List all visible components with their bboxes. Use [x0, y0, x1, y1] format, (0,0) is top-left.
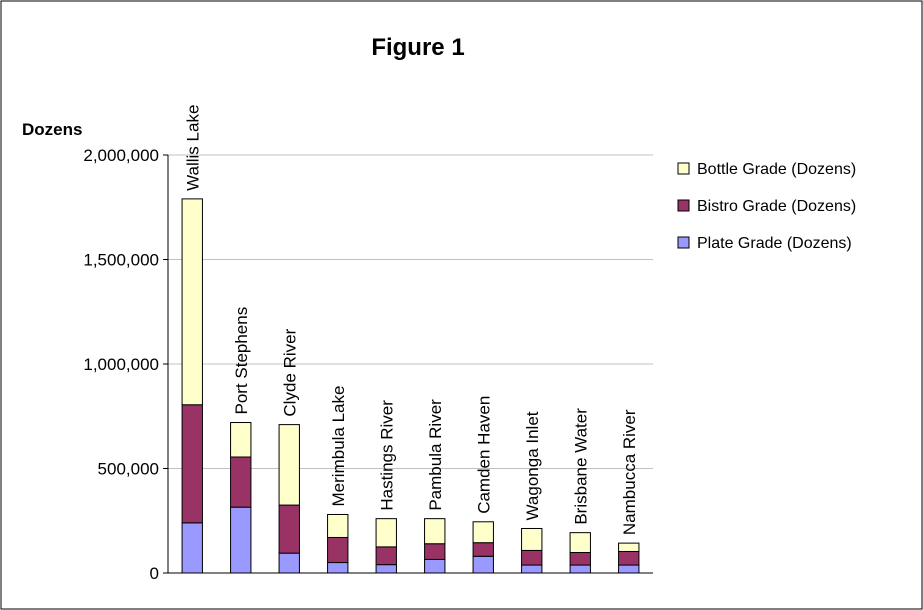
legend-swatch — [677, 162, 690, 175]
category-label: Nambucca River — [620, 409, 639, 535]
legend-label: Plate Grade (Dozens) — [697, 235, 852, 252]
bar-segment — [278, 552, 300, 574]
bar-segment — [521, 527, 543, 551]
bar-segment — [181, 522, 203, 574]
bar-segment — [569, 552, 591, 566]
bar-segment — [521, 549, 543, 566]
bar-segment — [375, 518, 397, 548]
bar-segment — [472, 555, 494, 574]
legend: Bottle Grade (Dozens) Bistro Grade (Dozen… — [677, 161, 856, 252]
bar-segment — [618, 550, 640, 566]
bar-segment — [569, 532, 591, 554]
bars: Wallis Lake Port Stephens Clyde River Merim… — [181, 105, 640, 574]
bar-segment — [230, 506, 252, 574]
legend-swatch — [677, 199, 690, 212]
category-label: Wagonga Inlet — [523, 411, 542, 520]
bar-segment — [181, 198, 203, 406]
bar-segment — [375, 564, 397, 574]
bar-segment — [569, 564, 591, 574]
legend-label: Bottle Grade (Dozens) — [697, 161, 856, 178]
category-label: Port Stephens — [232, 307, 251, 415]
bar-segment — [327, 562, 349, 574]
category-label: Merimbula Lake — [329, 386, 348, 507]
category-label: Camden Haven — [474, 396, 493, 514]
y-tick-label: 2,000,000 — [83, 146, 159, 165]
bar-segment — [424, 518, 446, 545]
bar-segment — [424, 543, 446, 560]
bar-segment — [230, 422, 252, 458]
category-label: Pambula River — [426, 399, 445, 511]
bar-segment — [375, 546, 397, 566]
bar-segment — [327, 536, 349, 564]
bar-segment — [521, 564, 543, 574]
category-label: Clyde River — [280, 328, 299, 416]
axes: 0 500,000 1,000,000 1,500,000 2,000,000 — [83, 146, 653, 583]
bar-segment — [181, 404, 203, 524]
y-tick-label: 500,000 — [98, 460, 159, 479]
bar-segment — [424, 558, 446, 574]
gridlines — [168, 154, 653, 469]
bar-segment — [472, 542, 494, 557]
y-axis-label: Dozens — [22, 120, 82, 139]
bar-segment — [472, 521, 494, 544]
bar-segment — [618, 564, 640, 574]
legend-label: Bistro Grade (Dozens) — [697, 198, 856, 215]
legend-swatch — [677, 236, 690, 249]
y-tick-label: 0 — [150, 564, 159, 583]
bar-segment — [327, 513, 349, 538]
bar-segment — [278, 504, 300, 554]
y-tick-label: 1,000,000 — [83, 355, 159, 374]
category-label: Hastings River — [377, 400, 396, 511]
category-label: Wallis Lake — [183, 105, 202, 191]
bar-segment — [278, 424, 300, 506]
bar-segment — [618, 542, 640, 552]
chart-title: Figure 1 — [371, 34, 464, 61]
category-label: Brisbane Water — [571, 408, 590, 525]
bar-segment — [230, 456, 252, 508]
y-tick-label: 1,500,000 — [83, 251, 159, 270]
